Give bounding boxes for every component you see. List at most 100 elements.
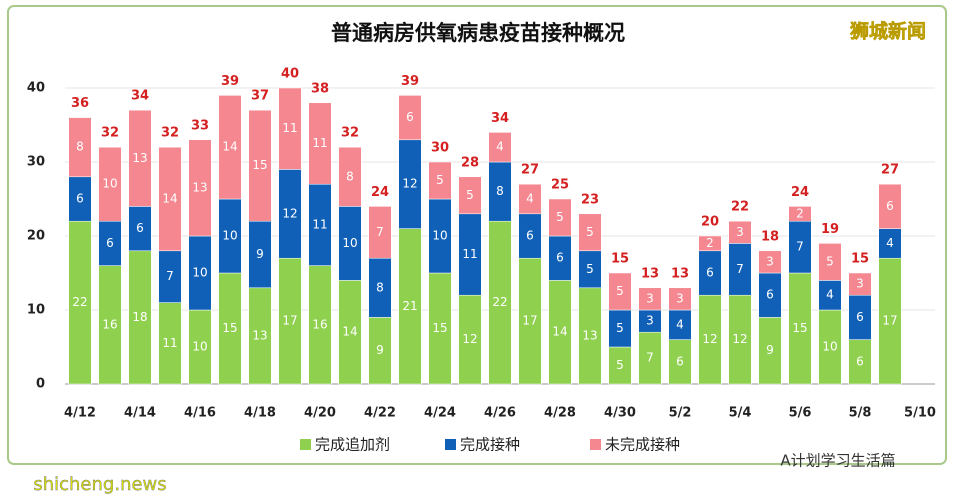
segment-label: 22 [72,295,87,309]
x-tick-label: 4/24 [424,406,456,421]
segment-label: 9 [256,247,264,261]
total-label: 27 [521,163,539,178]
total-label: 34 [131,89,149,104]
segment-label: 3 [646,314,654,328]
segment-label: 15 [252,158,267,172]
total-label: 34 [491,111,509,126]
total-label: 24 [371,185,389,200]
x-tick-label: 5/6 [789,406,812,421]
segment-label: 4 [826,288,834,302]
segment-label: 4 [676,317,684,331]
segment-label: 13 [192,180,207,194]
segment-label: 16 [102,317,117,331]
segment-label: 7 [376,225,384,239]
y-tick-label: 40 [27,81,45,96]
segment-label: 12 [282,206,297,220]
segment-label: 10 [192,266,207,280]
segment-label: 5 [616,284,624,298]
bar-segment [308,102,332,185]
bar-segment [278,87,302,170]
watermark: shicheng.news [33,474,166,495]
segment-label: 6 [406,110,414,124]
x-tick-label: 4/14 [124,406,156,421]
total-label: 23 [581,192,599,207]
watermark: A计划学习生活篇 [780,452,895,470]
y-tick-label: 20 [27,229,45,244]
segment-label: 5 [616,321,624,335]
segment-label: 5 [586,262,594,276]
segment-label: 16 [312,317,327,331]
segment-label: 10 [222,229,237,243]
segment-label: 3 [766,254,774,268]
segment-label: 3 [676,291,684,305]
bar-segment [338,146,362,207]
segment-label: 10 [192,340,207,354]
segment-label: 6 [706,266,714,280]
bar-segment [608,272,632,311]
x-tick-label: 4/12 [64,406,96,421]
bar-segment [188,139,212,237]
segment-label: 13 [582,328,597,342]
bar-segment [578,213,602,252]
total-label: 30 [431,141,449,156]
total-label: 15 [611,252,629,267]
segment-label: 11 [462,247,477,261]
segment-label: 10 [432,229,447,243]
segment-label: 13 [132,151,147,165]
segment-label: 17 [522,314,537,328]
segment-label: 7 [646,351,654,365]
segment-label: 11 [312,136,327,150]
x-tick-label: 5/10 [904,406,936,421]
segment-label: 8 [76,140,84,154]
segment-label: 4 [526,192,534,206]
segment-label: 7 [166,269,174,283]
x-tick-label: 4/18 [244,406,276,421]
total-label: 38 [311,81,329,96]
total-label: 28 [461,155,479,170]
segment-label: 3 [646,291,654,305]
bar-segment [698,235,722,252]
segment-label: 6 [136,221,144,235]
total-label: 39 [221,74,239,89]
segment-label: 7 [796,240,804,254]
segment-label: 8 [376,280,384,294]
y-tick-label: 10 [27,303,45,318]
x-tick-label: 4/28 [544,406,576,421]
total-label: 13 [641,266,659,281]
segment-label: 6 [76,192,84,206]
segment-label: 12 [462,332,477,346]
segment-label: 6 [856,354,864,368]
bar-segment [878,183,902,229]
bar-segment [128,109,152,207]
segment-label: 15 [792,321,807,335]
bar-segment [518,183,542,215]
segment-label: 14 [222,140,237,154]
total-label: 40 [281,67,299,82]
total-label: 13 [671,266,689,281]
segment-label: 5 [586,225,594,239]
segment-label: 14 [342,325,357,339]
segment-label: 4 [496,140,504,154]
bar-segment [758,250,782,274]
total-label: 36 [71,96,89,111]
segment-label: 8 [496,184,504,198]
total-label: 32 [161,126,179,141]
segment-label: 22 [492,295,507,309]
bar-segment [638,287,662,311]
y-tick-label: 30 [27,155,45,170]
segment-label: 6 [766,288,774,302]
segment-label: 5 [466,188,474,202]
segment-label: 5 [826,254,834,268]
chart-title: 普通病房供氧病患疫苗接种概况 [331,21,625,45]
segment-label: 9 [766,343,774,357]
segment-label: 11 [312,217,327,231]
bar-segment [788,206,812,222]
segment-label: 2 [796,206,804,220]
segment-label: 14 [552,325,567,339]
bar-segment [368,206,392,259]
segment-label: 2 [706,236,714,250]
total-label: 39 [401,74,419,89]
segment-label: 12 [402,177,417,191]
segment-label: 13 [252,328,267,342]
segment-label: 12 [732,332,747,346]
